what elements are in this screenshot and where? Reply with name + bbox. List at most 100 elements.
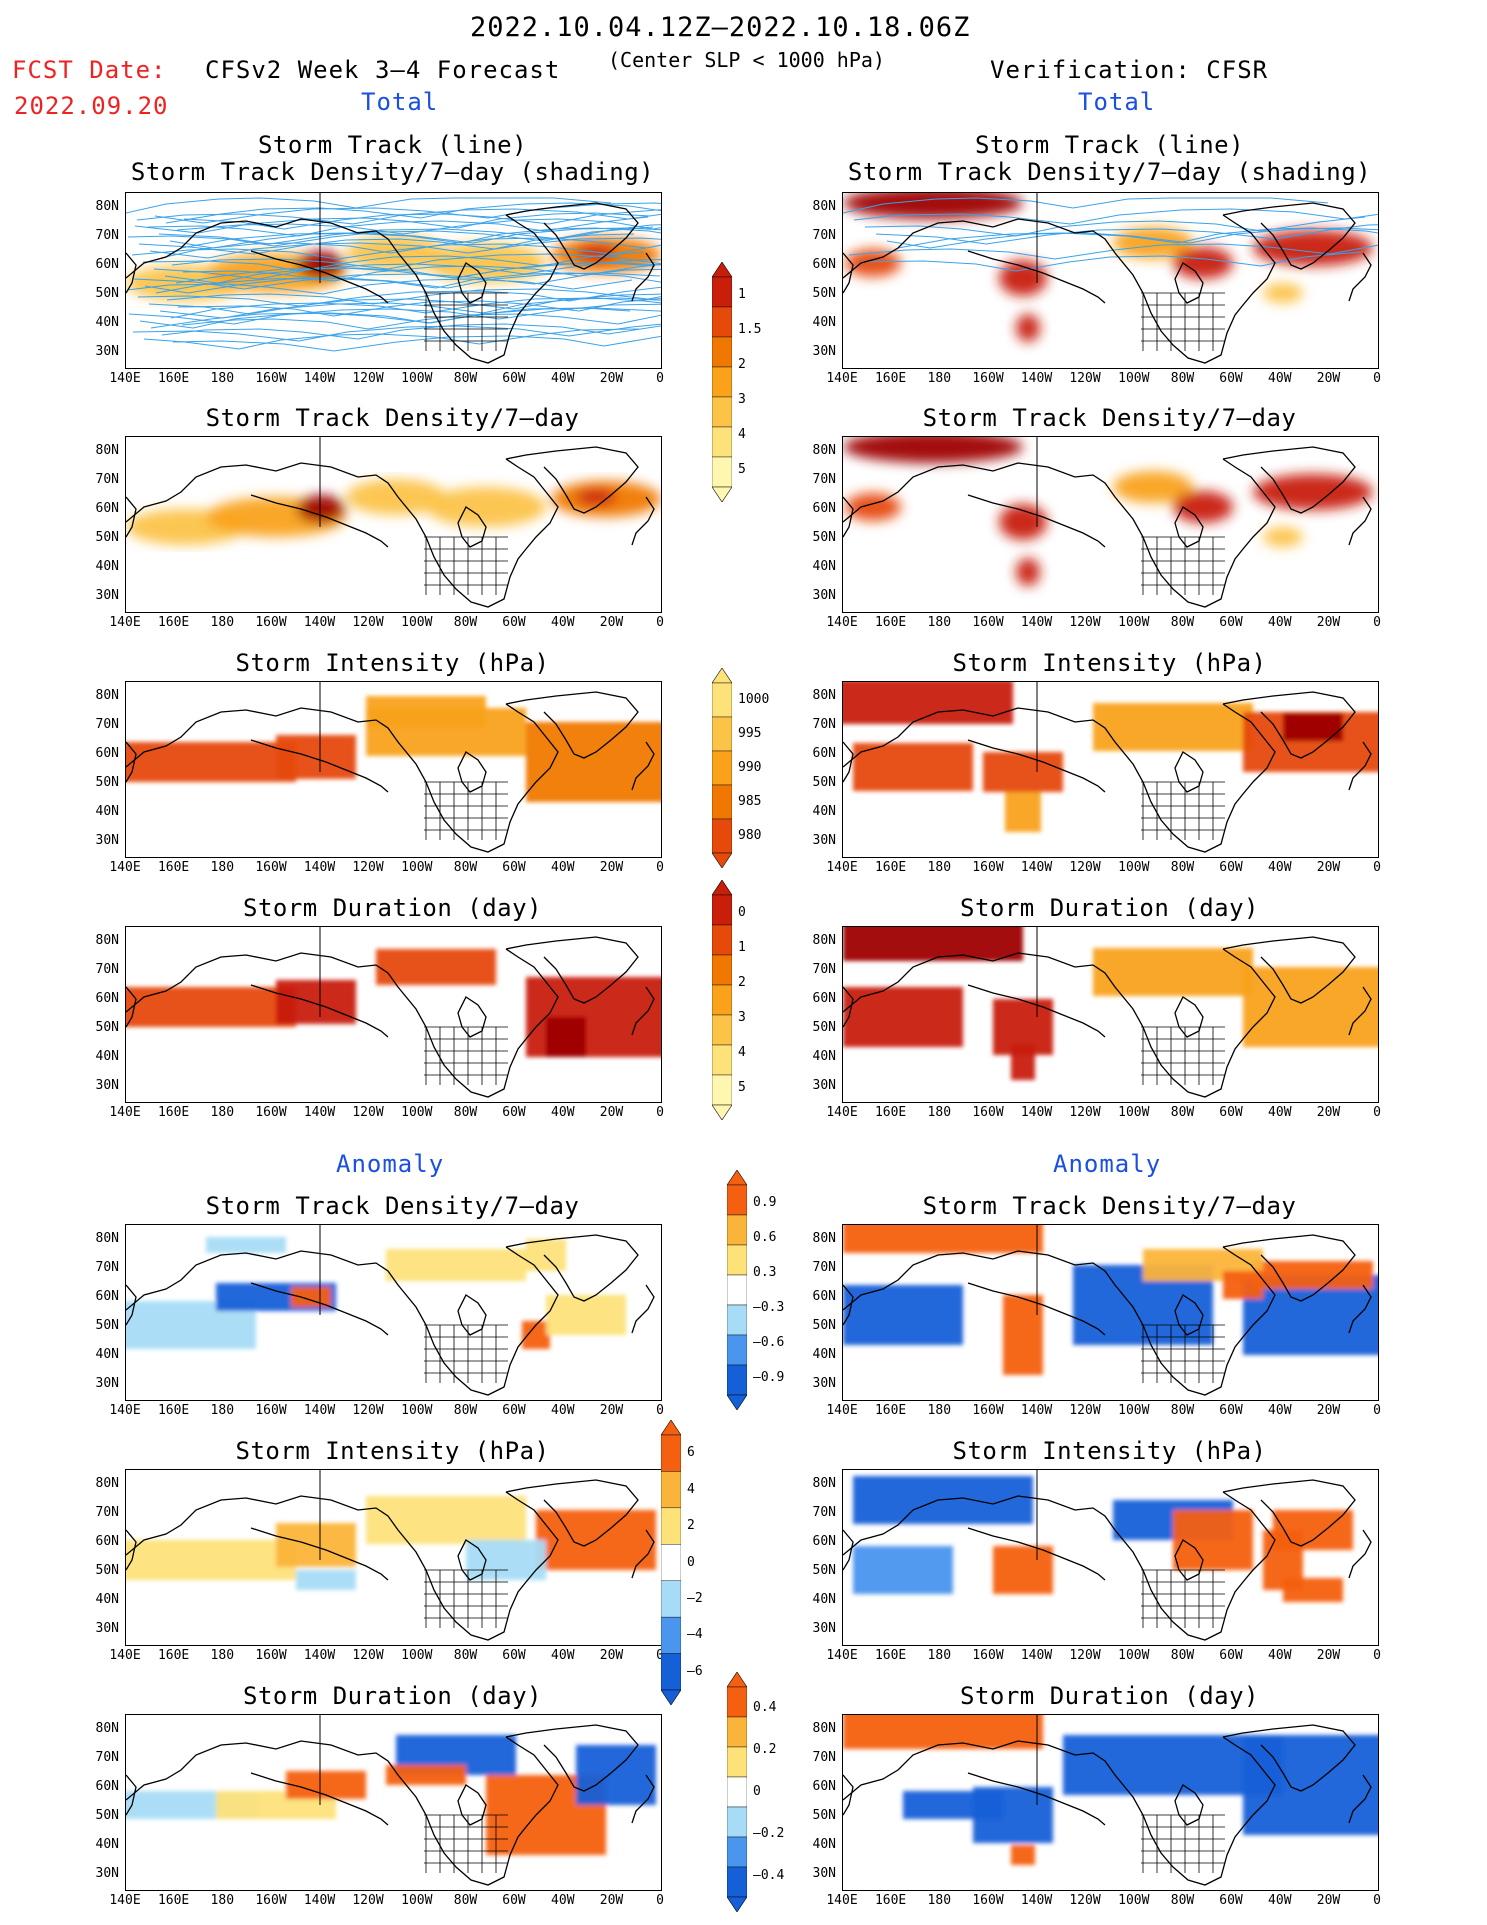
lat-label: 70N — [95, 962, 119, 977]
colorbar-tick-label: 0.4 — [753, 1700, 777, 1715]
field-cell — [276, 980, 356, 1024]
lon-label: 160E — [157, 860, 190, 875]
colorbar-tick-label: 0.3 — [753, 1264, 777, 1280]
title-anom-intensity-left: Storm Intensity (hPa) — [235, 1437, 550, 1465]
map-plot — [843, 193, 1378, 364]
lat-label: 40N — [812, 1049, 836, 1064]
lat-label: 60N — [95, 746, 119, 761]
lat-label: 60N — [95, 501, 119, 516]
lon-label: 160W — [972, 1893, 1004, 1908]
total-duration-map-right — [842, 926, 1379, 1103]
storm-track-line — [161, 323, 661, 340]
field-cell — [843, 1225, 1043, 1253]
lon-label: 40W — [551, 1403, 575, 1418]
lon-label: 40W — [551, 1105, 575, 1120]
field-cell — [1253, 1261, 1373, 1289]
lon-label: 80W — [453, 1105, 478, 1120]
colorbar-bin — [711, 1044, 733, 1076]
lon-label: 120W — [1069, 371, 1101, 386]
lon-label: 40W — [551, 860, 575, 875]
lon-label: 40W — [551, 615, 575, 630]
field-cell — [297, 495, 345, 523]
field-cell — [526, 1239, 566, 1271]
field-cell — [366, 1496, 526, 1544]
lat-label: 80N — [95, 199, 119, 214]
colorbar-bin — [711, 784, 733, 820]
lon-label: 100W — [1118, 1403, 1150, 1418]
colorbar-tick-label: 4 — [738, 426, 746, 442]
lon-label: 140W — [1020, 1403, 1053, 1418]
lon-label: 0 — [656, 615, 664, 630]
field-cell — [1263, 283, 1303, 303]
field-cell — [903, 1791, 1003, 1819]
lon-label: 140W — [1020, 371, 1053, 386]
title-anom-intensity-right: Storm Intensity (hPa) — [952, 1437, 1267, 1465]
lon-label: 140E — [109, 615, 141, 630]
field-cell — [1263, 527, 1303, 547]
lat-label: 80N — [95, 1721, 119, 1736]
colorbar-intensity-anom — [660, 1419, 682, 1706]
storm-track-line — [149, 237, 661, 259]
fcst-date: 2022.09.20 — [14, 92, 169, 120]
lon-label: 40W — [1268, 1403, 1292, 1418]
lat-label: 40N — [812, 559, 836, 574]
colorbar-tick-label: –0.4 — [753, 1868, 785, 1883]
map-plot — [126, 193, 661, 364]
lat-label: 80N — [95, 1231, 119, 1246]
colorbar-tick-label: –4 — [687, 1627, 703, 1643]
lon-label: 100W — [401, 860, 433, 875]
field-cell — [1093, 948, 1253, 996]
storm-track-line — [864, 216, 1366, 237]
lon-label: 160E — [874, 1105, 907, 1120]
lon-label: 180 — [210, 371, 235, 386]
lat-label: 60N — [812, 1289, 836, 1304]
lon-label: 160W — [972, 1403, 1004, 1418]
colorbar-bin — [711, 276, 733, 308]
colorbar-tick-label: –0.2 — [753, 1826, 785, 1841]
field-cell — [576, 245, 616, 261]
field-cell — [1016, 314, 1040, 342]
lon-label: 140W — [303, 1648, 336, 1663]
lon-label: 100W — [1118, 371, 1150, 386]
lon-label: 0 — [656, 371, 664, 386]
lon-label: 40W — [1268, 1105, 1292, 1120]
field-cell — [983, 752, 1063, 792]
storm-track-line — [134, 212, 651, 234]
colorbar-bin — [711, 984, 733, 1016]
map-plot — [843, 1715, 1378, 1886]
lon-label: 0 — [656, 1893, 664, 1908]
lon-label: 160W — [255, 371, 287, 386]
lon-label: 40W — [551, 1893, 575, 1908]
lat-label: 30N — [812, 1866, 836, 1881]
colorbar-tick-label: 0.9 — [753, 1194, 777, 1210]
storm-track-line — [853, 208, 1378, 225]
lon-label: 80W — [1170, 371, 1195, 386]
storm-track-line — [143, 328, 640, 350]
field-cell — [576, 489, 616, 505]
lat-label: 70N — [812, 1260, 836, 1275]
title-duration-right: Storm Duration (day) — [960, 894, 1259, 922]
lon-label: 140E — [826, 1893, 858, 1908]
lon-label: 60W — [502, 371, 526, 386]
lat-label: 70N — [812, 228, 836, 243]
field-cell — [1016, 558, 1040, 586]
total-label-left: Total — [361, 88, 439, 116]
field-cell — [126, 742, 296, 782]
lat-label: 30N — [812, 344, 836, 359]
colorbar-tick-label: 995 — [738, 726, 762, 741]
lon-label: 100W — [401, 371, 433, 386]
lon-label: 60W — [1219, 615, 1243, 630]
lat-label: 30N — [812, 833, 836, 848]
colorbar-tick-label: 1 — [738, 939, 746, 955]
field-cell — [999, 260, 1047, 296]
lat-label: 40N — [95, 1592, 119, 1607]
lon-label: 20W — [599, 371, 624, 386]
lon-label: 80W — [453, 1648, 478, 1663]
lon-label: 140E — [826, 1105, 858, 1120]
field-cell — [1283, 1578, 1343, 1602]
lon-label: 160W — [972, 615, 1004, 630]
colorbar-bin — [726, 1304, 748, 1336]
lat-label: 30N — [812, 588, 836, 603]
lon-label: 160E — [874, 615, 907, 630]
lat-label: 70N — [95, 1260, 119, 1275]
